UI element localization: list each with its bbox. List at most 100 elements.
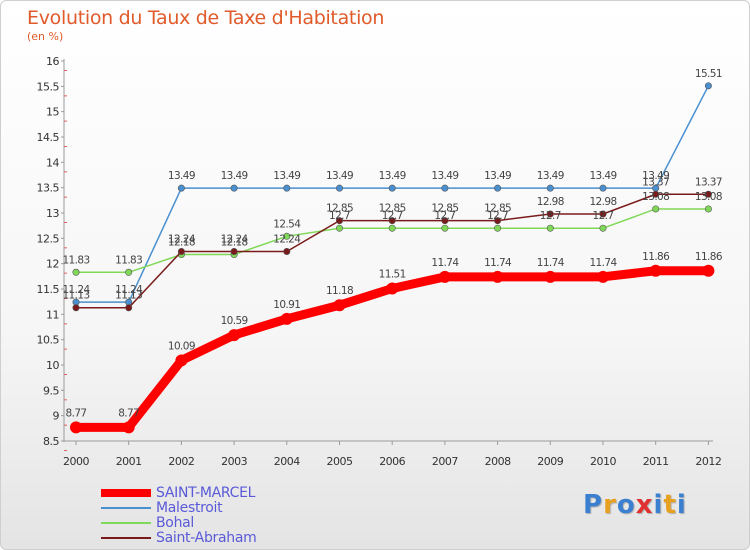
chart-title: Evolution du Taux de Taxe d'Habitation — [27, 7, 385, 29]
x-tick-label: 2001 — [116, 455, 142, 468]
data-label-malestroit: 13.49 — [221, 170, 248, 182]
y-tick-label: 13 — [46, 207, 59, 220]
data-label-bohal: 12.7 — [487, 210, 508, 222]
logo-letter: r — [603, 490, 617, 520]
data-point-saint-abraham — [388, 217, 396, 225]
y-axis-unit-label: (en %) — [27, 30, 64, 43]
data-point-malestroit — [177, 184, 185, 192]
data-label-bohal: 12.7 — [434, 210, 455, 222]
legend-swatch — [101, 522, 151, 524]
proxiti-logo: Proxiti — [583, 490, 687, 520]
data-label-saint-abraham: 11.13 — [115, 290, 142, 302]
legend-label: Bohal — [156, 515, 195, 531]
logo-letter: x — [635, 490, 654, 520]
data-label-saint-marcel: 11.51 — [379, 268, 406, 280]
data-label-malestroit: 13.49 — [484, 170, 511, 182]
data-label-malestroit: 13.49 — [431, 170, 458, 182]
data-point-saint-abraham — [599, 210, 607, 218]
legend-label: Malestroit — [156, 500, 223, 516]
x-tick-label: 2004 — [274, 455, 300, 468]
x-tick-label: 2002 — [168, 455, 194, 468]
data-label-bohal: 12.18 — [221, 237, 248, 249]
data-point-saint-marcel — [70, 421, 82, 434]
data-point-bohal — [125, 268, 133, 276]
data-point-saint-abraham — [72, 304, 80, 312]
data-point-saint-marcel — [175, 354, 188, 367]
y-tick-label: 11.5 — [37, 283, 60, 296]
legend-swatch — [101, 537, 151, 539]
data-point-malestroit — [230, 184, 238, 192]
data-point-saint-abraham — [546, 210, 554, 218]
data-point-bohal — [388, 224, 396, 232]
data-label-malestroit: 13.49 — [642, 170, 669, 182]
x-tick-label: 2008 — [485, 455, 511, 468]
data-label-malestroit: 13.49 — [326, 170, 353, 182]
data-point-malestroit — [283, 184, 291, 192]
data-label-bohal: 12.18 — [168, 237, 195, 249]
y-tick-label: 14 — [46, 156, 59, 169]
y-tick-label: 10.5 — [37, 334, 60, 347]
y-tick-label: 15.5 — [37, 80, 60, 93]
data-point-malestroit — [388, 184, 396, 192]
data-label-saint-marcel: 11.74 — [431, 257, 459, 269]
logo-letter: P — [583, 490, 604, 520]
data-point-saint-marcel — [333, 299, 346, 312]
y-tick-label: 12.5 — [37, 232, 60, 245]
data-label-saint-abraham: 12.24 — [221, 234, 249, 246]
legend-swatch — [101, 507, 151, 509]
data-point-saint-abraham — [283, 248, 291, 256]
data-point-bohal — [599, 224, 607, 232]
data-label-malestroit: 15.51 — [695, 68, 722, 80]
y-tick-label: 9 — [53, 410, 60, 423]
data-label-bohal: 12.7 — [329, 210, 350, 222]
data-point-saint-marcel — [491, 270, 504, 283]
data-label-saint-abraham: 12.98 — [537, 196, 564, 208]
x-tick-label: 2006 — [379, 455, 405, 468]
data-label-bohal: 11.83 — [62, 254, 89, 266]
logo-letter: i — [653, 490, 664, 520]
logo-letter: o — [616, 490, 636, 520]
data-label-malestroit: 13.49 — [589, 170, 616, 182]
data-point-bohal — [704, 205, 712, 213]
data-point-saint-marcel — [438, 270, 451, 283]
data-label-saint-marcel: 10.59 — [221, 315, 248, 327]
data-label-bohal: 13.08 — [695, 191, 722, 203]
y-tick-label: 11 — [46, 308, 59, 321]
data-point-saint-abraham — [230, 248, 238, 256]
data-label-bohal: 12.7 — [540, 210, 561, 222]
data-point-bohal — [546, 224, 554, 232]
data-label-saint-abraham: 12.24 — [168, 234, 196, 246]
data-point-malestroit — [704, 82, 712, 90]
data-label-bohal: 11.83 — [115, 254, 142, 266]
y-tick-label: 10 — [46, 359, 59, 372]
data-point-saint-abraham — [177, 248, 185, 256]
data-point-bohal — [652, 205, 660, 213]
data-label-saint-abraham: 13.37 — [695, 176, 722, 188]
data-label-saint-marcel: 8.77 — [66, 407, 87, 419]
legend-label: Saint-Abraham — [156, 530, 257, 546]
data-label-malestroit: 13.49 — [379, 170, 406, 182]
data-point-saint-marcel — [280, 312, 293, 325]
data-label-saint-abraham: 12.85 — [484, 203, 511, 215]
x-tick-label: 2000 — [63, 455, 89, 468]
data-label-saint-marcel: 11.86 — [695, 251, 723, 263]
data-point-saint-marcel — [597, 270, 609, 283]
y-tick-label: 14.5 — [37, 131, 60, 144]
data-point-saint-marcel — [649, 264, 662, 277]
data-label-saint-abraham: 13.37 — [642, 176, 669, 188]
data-label-saint-marcel: 11.74 — [484, 257, 512, 269]
legend-label: SAINT-MARCEL — [156, 485, 256, 501]
data-label-saint-marcel: 10.09 — [168, 340, 195, 352]
y-tick-label: 13.5 — [37, 182, 60, 195]
data-label-malestroit: 13.49 — [273, 170, 300, 182]
data-point-saint-abraham — [652, 190, 660, 198]
data-label-saint-marcel: 8.77 — [118, 407, 139, 419]
y-tick-label: 8.5 — [43, 435, 59, 448]
x-tick-label: 2007 — [432, 455, 458, 468]
data-point-bohal — [72, 268, 80, 276]
y-tick-label: 16 — [46, 55, 59, 68]
data-point-saint-marcel — [228, 329, 241, 342]
data-point-saint-marcel — [122, 421, 135, 434]
logo-letter: t — [663, 490, 677, 520]
